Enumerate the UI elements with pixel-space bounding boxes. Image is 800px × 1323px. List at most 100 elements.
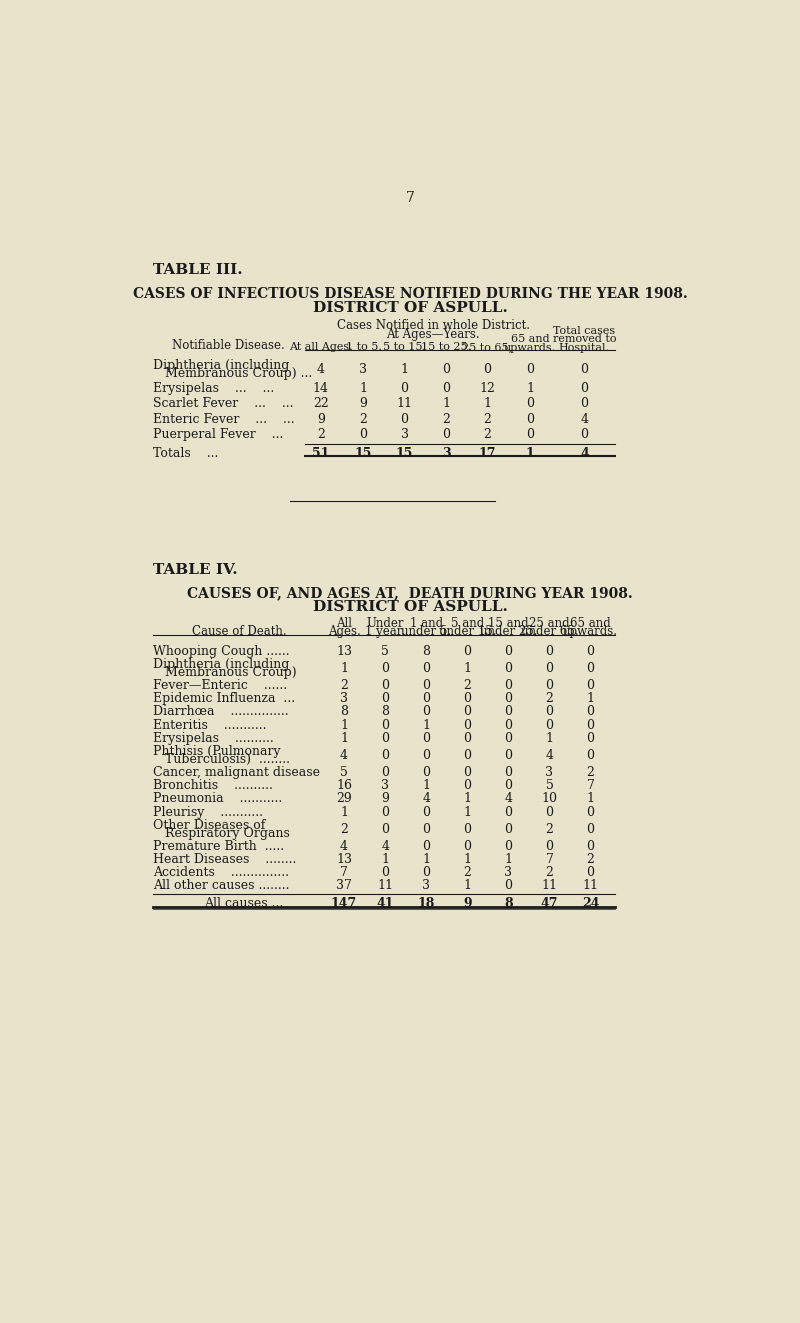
Text: 12: 12 xyxy=(479,382,495,396)
Text: Membranous Croup) ...: Membranous Croup) ... xyxy=(153,368,312,381)
Text: Phthisis (Pulmonary: Phthisis (Pulmonary xyxy=(153,745,280,758)
Text: 0: 0 xyxy=(422,749,430,762)
Text: 0: 0 xyxy=(381,806,389,819)
Text: 9: 9 xyxy=(317,413,325,426)
Text: 0: 0 xyxy=(526,397,534,410)
Text: 0: 0 xyxy=(505,779,513,792)
Text: 47: 47 xyxy=(541,897,558,910)
Text: 1: 1 xyxy=(463,662,471,675)
Text: 0: 0 xyxy=(505,766,513,779)
Text: 4: 4 xyxy=(580,447,589,459)
Text: CAUSES OF, AND AGES AT,  DEATH DURING YEAR 1908.: CAUSES OF, AND AGES AT, DEATH DURING YEA… xyxy=(187,586,633,601)
Text: 0: 0 xyxy=(526,413,534,426)
Text: 1: 1 xyxy=(401,364,409,376)
Text: At Ages—Years.: At Ages—Years. xyxy=(386,328,480,341)
Text: 0: 0 xyxy=(381,823,389,836)
Text: 17: 17 xyxy=(478,447,496,459)
Text: 1 year.: 1 year. xyxy=(366,626,405,639)
Text: 25 to 65,: 25 to 65, xyxy=(462,343,513,352)
Text: 0: 0 xyxy=(586,679,594,692)
Text: Cause of Death.: Cause of Death. xyxy=(192,626,287,639)
Text: 2: 2 xyxy=(359,413,367,426)
Text: 7: 7 xyxy=(406,191,414,205)
Text: 1: 1 xyxy=(586,792,594,806)
Text: TABLE III.: TABLE III. xyxy=(153,263,242,277)
Text: Accidents    ...............: Accidents ............... xyxy=(153,867,289,880)
Text: 0: 0 xyxy=(422,692,430,705)
Text: Diphtheria (including: Diphtheria (including xyxy=(153,359,289,372)
Text: removed to: removed to xyxy=(553,335,616,344)
Text: 147: 147 xyxy=(331,897,358,910)
Text: 1: 1 xyxy=(340,806,348,819)
Text: 0: 0 xyxy=(526,364,534,376)
Text: 0: 0 xyxy=(586,867,594,880)
Text: CASES OF INFECTIOUS DISEASE NOTIFIED DURING THE YEAR 1908.: CASES OF INFECTIOUS DISEASE NOTIFIED DUR… xyxy=(133,287,687,302)
Text: 0: 0 xyxy=(422,732,430,745)
Text: under 15.: under 15. xyxy=(438,626,496,639)
Text: 2: 2 xyxy=(340,823,348,836)
Text: 0: 0 xyxy=(442,364,450,376)
Text: 2: 2 xyxy=(317,429,325,442)
Text: 1: 1 xyxy=(422,853,430,867)
Text: 2: 2 xyxy=(442,413,450,426)
Text: 1: 1 xyxy=(340,732,348,745)
Text: 0: 0 xyxy=(401,382,409,396)
Text: DISTRICT OF ASPULL.: DISTRICT OF ASPULL. xyxy=(313,599,507,614)
Text: Diphtheria (including: Diphtheria (including xyxy=(153,658,289,671)
Text: Pneumonia    ...........: Pneumonia ........... xyxy=(153,792,282,806)
Text: 0: 0 xyxy=(463,823,471,836)
Text: 5: 5 xyxy=(546,779,554,792)
Text: 11: 11 xyxy=(582,880,598,893)
Text: 8: 8 xyxy=(381,705,389,718)
Text: All causes ...: All causes ... xyxy=(204,897,283,910)
Text: Other Diseases of: Other Diseases of xyxy=(153,819,265,832)
Text: Totals    ...: Totals ... xyxy=(153,447,218,459)
Text: 0: 0 xyxy=(483,364,491,376)
Text: 1: 1 xyxy=(483,397,491,410)
Text: 8: 8 xyxy=(422,644,430,658)
Text: 11: 11 xyxy=(397,397,413,410)
Text: Enteric Fever    ...    ...: Enteric Fever ... ... xyxy=(153,413,294,426)
Text: 0: 0 xyxy=(381,718,389,732)
Text: Cases Notified in whole District.: Cases Notified in whole District. xyxy=(337,319,530,332)
Text: 9: 9 xyxy=(463,897,472,910)
Text: 37: 37 xyxy=(336,880,352,893)
Text: 0: 0 xyxy=(463,766,471,779)
Text: 1: 1 xyxy=(422,779,430,792)
Text: 0: 0 xyxy=(463,732,471,745)
Text: 1: 1 xyxy=(526,447,534,459)
Text: Fever—Enteric    ......: Fever—Enteric ...... xyxy=(153,679,287,692)
Text: 0: 0 xyxy=(505,880,513,893)
Text: 2: 2 xyxy=(586,766,594,779)
Text: 0: 0 xyxy=(381,679,389,692)
Text: 7: 7 xyxy=(340,867,348,880)
Text: 22: 22 xyxy=(313,397,329,410)
Text: 1: 1 xyxy=(463,806,471,819)
Text: upwards.: upwards. xyxy=(563,626,618,639)
Text: 11: 11 xyxy=(378,880,394,893)
Text: 1: 1 xyxy=(359,382,367,396)
Text: 0: 0 xyxy=(422,679,430,692)
Text: Respiratory Organs: Respiratory Organs xyxy=(153,827,290,840)
Text: 4: 4 xyxy=(505,792,513,806)
Text: upwards.: upwards. xyxy=(504,343,556,353)
Text: 51: 51 xyxy=(312,447,330,459)
Text: 0: 0 xyxy=(505,644,513,658)
Text: 0: 0 xyxy=(381,662,389,675)
Text: 1: 1 xyxy=(340,662,348,675)
Text: 0: 0 xyxy=(463,840,471,853)
Text: 0: 0 xyxy=(505,705,513,718)
Text: 0: 0 xyxy=(586,718,594,732)
Text: Premature Birth  .....: Premature Birth ..... xyxy=(153,840,284,853)
Text: 0: 0 xyxy=(505,718,513,732)
Text: 0: 0 xyxy=(580,429,588,442)
Text: 65 and: 65 and xyxy=(570,617,611,630)
Text: 0: 0 xyxy=(505,823,513,836)
Text: 4: 4 xyxy=(340,749,348,762)
Text: 0: 0 xyxy=(442,382,450,396)
Text: DISTRICT OF ASPULL.: DISTRICT OF ASPULL. xyxy=(313,302,507,315)
Text: 0: 0 xyxy=(586,732,594,745)
Text: 0: 0 xyxy=(586,662,594,675)
Text: 15 to 25.: 15 to 25. xyxy=(422,343,471,352)
Text: 14: 14 xyxy=(313,382,329,396)
